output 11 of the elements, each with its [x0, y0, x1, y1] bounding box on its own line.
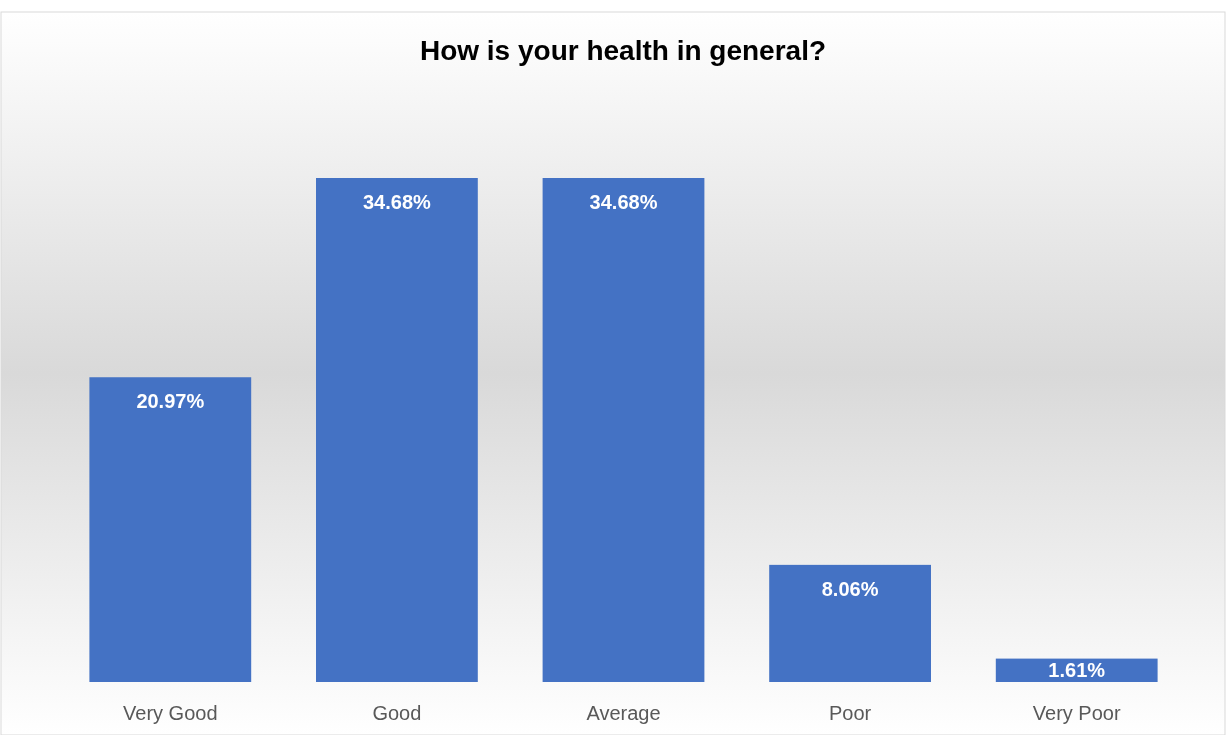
chart-title: How is your health in general?: [419, 35, 827, 66]
data-label: 8.06%: [821, 577, 879, 600]
x-tick-label: Very Poor: [1032, 702, 1121, 724]
x-tick-label: Very Good: [123, 702, 218, 724]
x-tick-label: Good: [372, 702, 422, 724]
data-label: 20.97%: [136, 390, 205, 413]
data-label: 34.68%: [589, 191, 658, 213]
data-label: 34.68%: [362, 191, 432, 213]
data-label: 1.61%: [1048, 659, 1106, 682]
x-tick-label: Average: [586, 702, 661, 724]
x-tick-label: Poor: [828, 702, 872, 724]
